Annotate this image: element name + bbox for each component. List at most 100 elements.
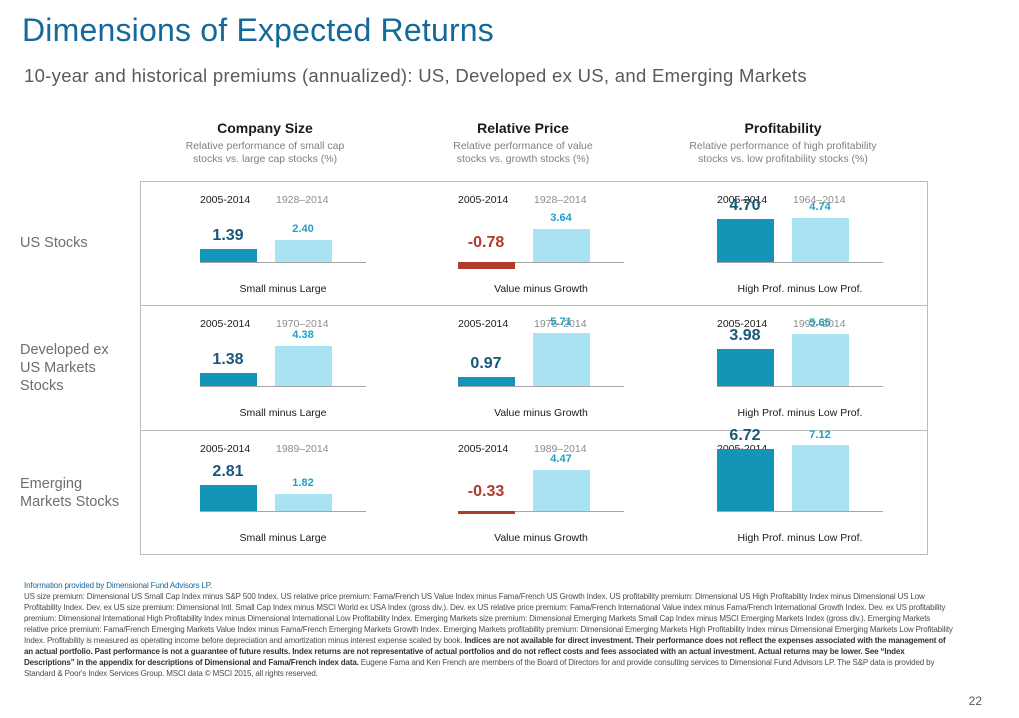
bar-cell: 2005-2014 1992–2014 3.98 5.65 High Prof. min…	[717, 306, 885, 430]
bar-historical	[792, 445, 849, 511]
data-label-historical: 3.64	[550, 211, 572, 224]
data-label-10yr: 0.97	[470, 355, 502, 373]
data-label-historical: 4.47	[550, 452, 572, 465]
period-label-historical: 1975–2014	[534, 318, 587, 330]
column-description: Relative performance of value stocks vs.…	[403, 140, 643, 166]
period-label-historical: 1989–2014	[276, 443, 329, 455]
data-label-historical: 1.82	[292, 477, 314, 490]
bar-cell: 2005-2014 1989–2014 -0.33 4.47 Value minus G…	[458, 431, 626, 555]
bar-10yr	[458, 377, 515, 386]
column-title: Relative Price	[477, 120, 569, 136]
footnote: Information provided by Dimensional Fund…	[24, 580, 954, 679]
period-label-historical: 1928–2014	[534, 194, 587, 206]
row-label-line: US Stocks	[20, 235, 88, 251]
period-label-10yr: 2005-2014	[717, 318, 768, 330]
bar-cell: 2005-2014 1970–2014 1.38 4.38 Small minus La…	[200, 306, 368, 430]
data-label-historical: 7.12	[809, 428, 831, 441]
page-title: Dimensions of Expected Returns	[22, 12, 494, 48]
row-label-developed-ex-us: Developed ex US Markets Stocks	[20, 341, 109, 395]
row-label-line: Markets Stocks	[20, 494, 120, 510]
column-title: Profitability	[744, 120, 822, 136]
column-description-line: stocks vs. growth stocks (%)	[456, 153, 590, 165]
period-label-10yr: 2005-2014	[458, 194, 509, 206]
bar-historical	[275, 494, 332, 511]
bar-baseline	[200, 511, 366, 512]
bar-baseline	[200, 386, 366, 387]
bar-cell: 2005-2014 1928–2014 -0.78 3.64 Value minus G…	[458, 182, 626, 306]
row-divider	[141, 305, 927, 306]
bar-baseline	[717, 386, 883, 387]
period-label-10yr: 2005-2014	[200, 194, 251, 206]
column-header-relative-price: Relative Price Relative performance of v…	[403, 120, 643, 166]
page-number: 22	[968, 694, 982, 708]
bar-historical	[275, 239, 332, 262]
bar-historical	[792, 334, 849, 386]
bar-cell: 2005-2014 1928–2014 1.39 2.40 Small minus La…	[200, 182, 368, 306]
data-label-10yr: 1.38	[212, 351, 244, 369]
bar-historical	[533, 333, 590, 386]
bar-10yr	[200, 485, 257, 511]
bar-caption: High Prof. minus Low Prof.	[737, 532, 863, 544]
bar-historical	[792, 218, 849, 262]
bar-caption: Small minus Large	[239, 407, 327, 419]
footnote-tail: Eugene Fama and Ken French are members o…	[24, 658, 935, 678]
bar-cell: 2005-2014 1975–2014 0.97 5.71 Value minus Gr…	[458, 306, 626, 430]
bar-historical	[533, 469, 590, 511]
data-label-historical: 5.71	[550, 316, 572, 329]
period-label-historical: 1989–2014	[534, 443, 587, 455]
data-label-10yr: 1.39	[212, 227, 244, 245]
chart-panel	[140, 181, 928, 555]
row-label-line: Emerging	[20, 476, 83, 492]
data-label-10yr: -0.33	[467, 483, 505, 500]
data-label-historical: 4.38	[292, 328, 314, 341]
bar-caption: Value minus Growth	[494, 407, 588, 419]
period-label-historical: 1928–2014	[276, 194, 329, 206]
bar-10yr	[200, 373, 257, 386]
bar-caption: High Prof. minus Low Prof.	[737, 407, 863, 419]
column-description-line: Relative performance of value	[453, 140, 593, 152]
bar-cell: 2005-2014 1964–2014 4.70 4.74 High Prof. min…	[717, 182, 885, 306]
bar-10yr	[458, 511, 515, 515]
bar-caption: Value minus Growth	[494, 532, 588, 544]
data-label-10yr: -0.78	[467, 234, 505, 251]
column-description-line: Relative performance of small cap	[185, 140, 345, 152]
column-header-profitability: Profitability Relative performance of hi…	[663, 120, 903, 166]
data-label-10yr: 3.98	[729, 327, 761, 345]
column-title: Company Size	[217, 120, 313, 136]
data-label-historical: 4.74	[809, 201, 831, 214]
data-label-10yr: 4.70	[729, 196, 761, 214]
period-label-10yr: 2005-2014	[458, 443, 509, 455]
footnote-disclaimer: Indices are not available for direct inv…	[24, 636, 946, 667]
footnote-body: US size premium: Dimensional US Small Ca…	[24, 592, 953, 645]
bar-10yr	[717, 349, 774, 386]
data-label-10yr: 6.72	[729, 427, 761, 445]
period-label-historical: 1970–2014	[276, 318, 329, 330]
bar-baseline	[200, 262, 366, 263]
bar-10yr	[717, 218, 774, 262]
column-header-company-size: Company Size Relative performance of sma…	[145, 120, 385, 166]
bar-baseline	[458, 386, 624, 387]
data-label-historical: 5.65	[809, 317, 831, 330]
bar-caption: Small minus Large	[239, 532, 327, 544]
row-label-line: Stocks	[20, 378, 64, 394]
bar-caption: Value minus Growth	[494, 283, 588, 295]
period-label-historical: 1992–2014	[793, 318, 846, 330]
period-label-10yr: 2005-2014	[200, 443, 251, 455]
column-description: Relative performance of small cap stocks…	[145, 140, 385, 166]
data-label-10yr: 2.81	[212, 463, 244, 481]
bar-caption: High Prof. minus Low Prof.	[737, 283, 863, 295]
column-description-line: stocks vs. large cap stocks (%)	[192, 153, 338, 165]
column-description-line: Relative performance of high profitabili…	[689, 140, 877, 152]
row-label-line: US Markets	[20, 360, 96, 376]
bar-baseline	[717, 511, 883, 512]
period-label-10yr: 2005-2014	[200, 318, 251, 330]
bar-baseline	[458, 511, 624, 512]
bar-caption: Small minus Large	[239, 283, 327, 295]
page-subtitle: 10-year and historical premiums (annuali…	[24, 65, 807, 86]
bar-historical	[275, 345, 332, 386]
row-label-line: Developed ex	[20, 342, 109, 358]
period-label-10yr: 2005-2014	[458, 318, 509, 330]
bar-10yr	[717, 449, 774, 511]
bar-baseline	[717, 262, 883, 263]
